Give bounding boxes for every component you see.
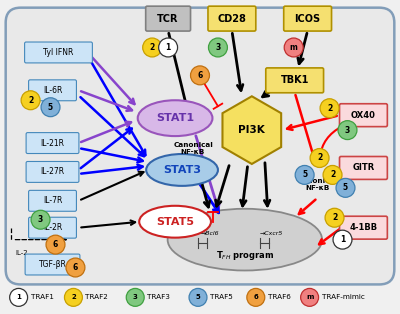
Text: PI3K: PI3K [238, 125, 265, 135]
Circle shape [325, 208, 344, 227]
Text: TyI IFNR: TyI IFNR [43, 48, 74, 57]
Circle shape [333, 230, 352, 249]
Ellipse shape [168, 209, 322, 270]
Text: 4-1BB: 4-1BB [349, 223, 378, 232]
Circle shape [295, 165, 314, 184]
Text: TRAF1: TRAF1 [30, 295, 54, 300]
Text: 1: 1 [16, 295, 21, 300]
Text: IL-6R: IL-6R [43, 86, 62, 95]
Text: T$_{FH}$ program: T$_{FH}$ program [216, 249, 274, 262]
FancyBboxPatch shape [146, 6, 190, 31]
Text: 2: 2 [150, 43, 155, 52]
Text: TGF-βR: TGF-βR [38, 260, 66, 269]
FancyBboxPatch shape [208, 6, 256, 31]
Text: TRAF2: TRAF2 [85, 295, 108, 300]
FancyBboxPatch shape [340, 156, 387, 179]
Text: TRAF3: TRAF3 [147, 295, 170, 300]
Text: Canonical
NF-κB: Canonical NF-κB [298, 178, 338, 191]
Text: 2: 2 [332, 213, 337, 222]
Circle shape [301, 289, 318, 306]
Circle shape [310, 149, 329, 167]
Text: 2: 2 [330, 171, 335, 179]
Text: 1: 1 [340, 235, 345, 244]
Text: 6: 6 [197, 71, 203, 80]
Text: 6: 6 [73, 263, 78, 272]
FancyBboxPatch shape [25, 42, 92, 63]
Text: Canonical
NF-κB: Canonical NF-κB [173, 142, 213, 154]
Text: 5: 5 [343, 183, 348, 192]
Text: 6: 6 [254, 295, 258, 300]
Circle shape [31, 210, 50, 229]
Circle shape [284, 38, 303, 57]
Text: 5: 5 [196, 295, 200, 300]
Circle shape [64, 289, 82, 306]
Circle shape [126, 289, 144, 306]
Circle shape [159, 38, 178, 57]
Text: 5: 5 [302, 171, 307, 179]
Text: 5: 5 [48, 103, 53, 112]
Text: TRAF5: TRAF5 [210, 295, 233, 300]
Text: STAT5: STAT5 [156, 217, 194, 227]
Text: IL-21R: IL-21R [40, 138, 64, 148]
Text: m: m [306, 295, 313, 300]
Circle shape [338, 121, 357, 140]
FancyBboxPatch shape [340, 104, 387, 127]
Text: →Cxcr5: →Cxcr5 [260, 231, 284, 236]
FancyBboxPatch shape [6, 8, 394, 284]
Text: 1: 1 [166, 43, 171, 52]
Text: 2: 2 [28, 96, 33, 105]
Circle shape [336, 178, 355, 197]
FancyBboxPatch shape [28, 80, 76, 101]
Ellipse shape [139, 206, 211, 238]
Circle shape [10, 289, 28, 306]
Text: TBK1: TBK1 [280, 75, 309, 85]
Text: 3: 3 [215, 43, 220, 52]
Text: IL-2: IL-2 [16, 250, 28, 256]
Ellipse shape [146, 154, 218, 186]
Text: IL-27R: IL-27R [40, 167, 64, 176]
FancyBboxPatch shape [340, 216, 387, 239]
FancyBboxPatch shape [266, 68, 324, 93]
Text: 3: 3 [133, 295, 138, 300]
Circle shape [189, 289, 207, 306]
Circle shape [208, 38, 228, 57]
Text: TRAF6: TRAF6 [268, 295, 291, 300]
Circle shape [21, 91, 40, 110]
Circle shape [66, 258, 85, 277]
FancyBboxPatch shape [25, 254, 80, 275]
Text: 2: 2 [317, 154, 322, 163]
FancyBboxPatch shape [26, 133, 79, 154]
Text: TRAF-mimic: TRAF-mimic [322, 295, 364, 300]
Text: STAT3: STAT3 [163, 165, 201, 175]
Circle shape [41, 98, 60, 117]
Text: m: m [290, 43, 298, 52]
Text: GITR: GITR [352, 164, 374, 172]
Text: IL-2R: IL-2R [43, 223, 62, 232]
Text: STAT1: STAT1 [156, 113, 194, 123]
Polygon shape [222, 96, 281, 164]
Text: 2: 2 [327, 104, 332, 113]
Text: →Bcl6: →Bcl6 [201, 231, 219, 236]
FancyBboxPatch shape [284, 6, 332, 31]
FancyBboxPatch shape [28, 190, 76, 211]
Text: ICOS: ICOS [294, 14, 321, 24]
Text: 3: 3 [38, 215, 43, 224]
Text: 2: 2 [71, 295, 76, 300]
Text: 6: 6 [53, 240, 58, 249]
Circle shape [323, 165, 342, 184]
Circle shape [320, 99, 339, 118]
Text: 3: 3 [345, 126, 350, 135]
Text: OX40: OX40 [351, 111, 376, 120]
FancyBboxPatch shape [26, 161, 79, 182]
Text: CD28: CD28 [218, 14, 246, 24]
Circle shape [46, 235, 65, 254]
Text: TCR: TCR [157, 14, 179, 24]
Text: IL-7R: IL-7R [43, 196, 62, 205]
Ellipse shape [138, 100, 212, 136]
Circle shape [143, 38, 162, 57]
Circle shape [190, 66, 210, 85]
Circle shape [247, 289, 265, 306]
FancyBboxPatch shape [28, 217, 76, 238]
